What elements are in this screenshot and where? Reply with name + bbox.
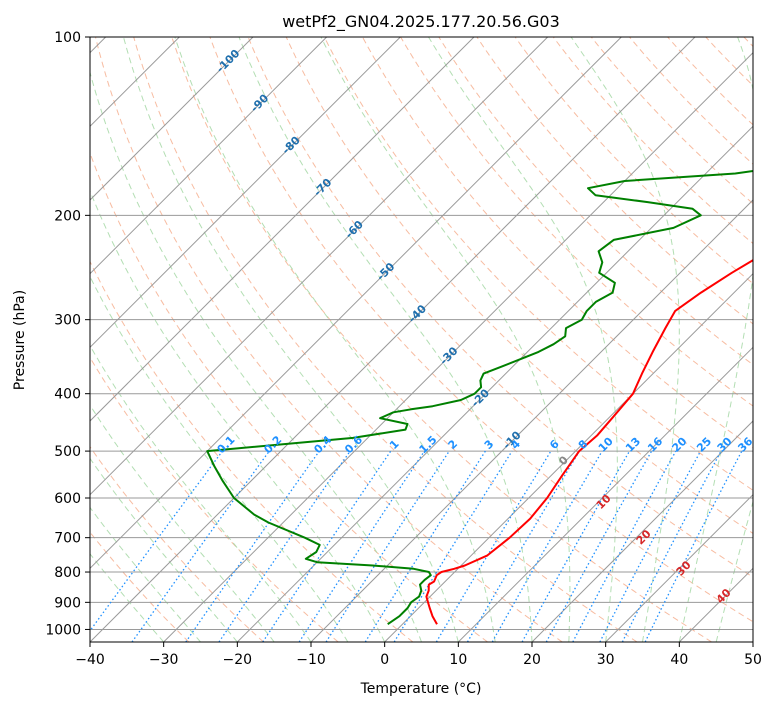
moist-adiabat-line: [123, 37, 459, 642]
plot-background: [90, 37, 753, 642]
y-tick-label: 200: [54, 208, 81, 224]
dry-adiabat-line: [476, 37, 753, 325]
isotherm-line: [90, 37, 549, 496]
x-tick-label: −10: [296, 652, 326, 668]
dry-adiabat-line: [90, 445, 264, 642]
mixing-ratio-line: [521, 450, 631, 642]
moist-adiabat-line: [428, 37, 618, 642]
mixing-ratio-line: [466, 450, 580, 642]
isotherm-line: [90, 37, 401, 349]
y-tick-label: 600: [54, 491, 81, 507]
chart-title: wetPf2_GN04.2025.177.20.56.G03: [282, 12, 560, 32]
dry-adiabat-line: [629, 37, 753, 165]
mixing-ratio-line: [185, 450, 320, 642]
isotherm-line: [752, 641, 753, 642]
mixing-ratio-line: [435, 450, 552, 642]
mixing-ratio-line: [131, 450, 270, 642]
isotherm-line: [457, 346, 753, 642]
y-tick-label: 800: [54, 565, 81, 581]
isotherm-line: [236, 125, 753, 642]
mixing-ratio-line: [325, 450, 450, 642]
dry-adiabat-line: [90, 260, 414, 642]
isotherm-line: [531, 420, 753, 642]
moist-adiabat-line: [715, 499, 753, 642]
mixing-ratio-line: [393, 450, 513, 642]
x-tick-label: 10: [449, 652, 467, 668]
x-axis-label: Temperature (°C): [360, 681, 482, 697]
x-tick-label: 50: [744, 652, 762, 668]
moist-adiabat-line: [90, 275, 349, 642]
axis-ticks: −40 −30 −20 −10 0 10 20 30 40 50 100 200 300 400 500 60…: [45, 30, 762, 668]
y-tick-label: 400: [54, 387, 81, 403]
isotherm-line: [90, 37, 696, 642]
moist-adiabat-line: [90, 70, 422, 642]
isotherm-line: [163, 51, 753, 642]
isotherm-line: [384, 272, 753, 642]
isotherm-line: [605, 493, 753, 642]
moist-adiabat-line: [90, 457, 238, 642]
dry-adiabat-line: [209, 37, 753, 623]
y-tick-label: 500: [54, 444, 81, 460]
x-tick-label: 40: [670, 652, 688, 668]
moist-adiabat-line: [678, 37, 753, 642]
moist-adiabat-line: [90, 189, 386, 642]
isotherm-line: [90, 37, 254, 201]
y-tick-label: 900: [54, 595, 81, 611]
dry-adiabat-line: [95, 37, 563, 642]
isotherm-line: [90, 37, 622, 570]
y-tick-label: 1000: [45, 622, 81, 638]
dry-adiabat-line: [133, 37, 638, 642]
mixing-ratio-line: [218, 450, 351, 642]
moist-adiabat-line: [90, 506, 201, 642]
isotherm-line: [90, 37, 328, 275]
moist-adiabat-line: [238, 37, 533, 642]
y-tick-label: 700: [54, 531, 81, 547]
temperature-profile-line: [425, 259, 753, 625]
x-tick-label: −30: [149, 652, 179, 668]
mixing-ratio-line: [545, 450, 653, 642]
dry-adiabat-line: [514, 37, 753, 285]
mixing-ratio-line: [364, 450, 486, 642]
dewpoint-profile-line: [206, 170, 753, 626]
dry-adiabat-line: [400, 37, 753, 407]
isotherm-line: [90, 37, 475, 422]
y-tick-label: 100: [54, 30, 81, 46]
dry-adiabat-line: [247, 37, 753, 578]
mixing-ratio-line: [491, 450, 603, 642]
x-tick-label: 30: [597, 652, 615, 668]
mixing-ratio-line: [90, 450, 223, 632]
moist-adiabat-line: [174, 37, 496, 642]
grid-layer: [90, 37, 753, 642]
plot-frame: [89, 36, 754, 643]
x-tick-label: 0: [380, 652, 389, 668]
y-tick-label: 300: [54, 313, 81, 329]
profile-layer: [206, 170, 753, 626]
mixing-ratio-layer: [90, 450, 743, 642]
mixing-ratio-line: [572, 450, 677, 642]
x-tick-label: −40: [75, 652, 105, 668]
moist-adiabat-line: [320, 37, 571, 642]
x-tick-label: −20: [223, 652, 253, 668]
x-tick-label: 20: [523, 652, 541, 668]
y-axis-label: Pressure (hPa): [12, 290, 28, 390]
moist-adiabat-line: [570, 37, 680, 642]
isotherm-line: [310, 199, 753, 642]
